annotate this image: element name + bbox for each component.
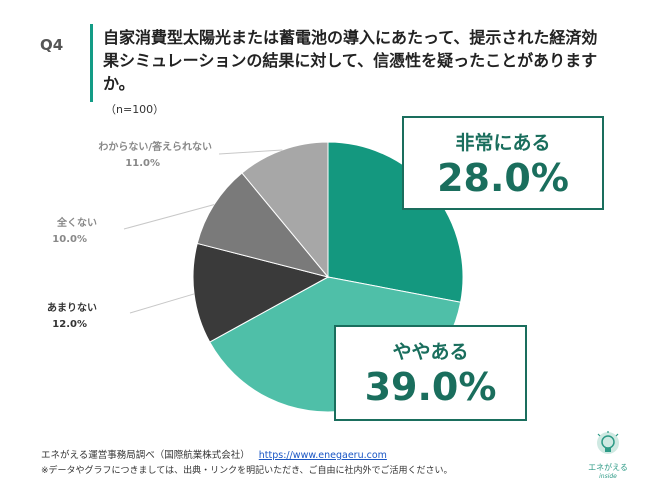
question-text: 自家消費型太陽光または蓄電池の導入にあたって、提示された経済効果シミュレーション…	[103, 28, 598, 93]
usage-note: ※データやグラフにつきましては、出典・リンクを明記いただき、ご自由に社内外でご活…	[41, 466, 453, 476]
pie-slice-not-at-all	[196, 172, 330, 278]
pie-slice-unknown	[241, 141, 329, 279]
callout-very-much: 非常にある 28.0%	[402, 116, 604, 210]
slice-label-not-much: あまりない	[47, 301, 97, 314]
slice-label-not-at-all: 全くない	[56, 216, 97, 229]
slice-value-not-much: 12.0%	[52, 319, 87, 330]
slice-label-unknown: わからない/答えられない	[98, 140, 212, 153]
source-url-link[interactable]: https://www.enegaeru.com	[258, 450, 387, 461]
logo-subtext: inside	[599, 473, 617, 480]
pie-slice-not-much	[192, 242, 330, 343]
slice-value-unknown: 11.0%	[125, 158, 160, 169]
slice-value-not-at-all: 10.0%	[52, 234, 87, 245]
logo-text: エネがえる	[588, 463, 628, 472]
source-line: エネがえる運営事務局調べ（国際航業株式会社） https://www.enega…	[41, 447, 387, 461]
lightbulb-icon	[597, 431, 619, 454]
leader-line-not-much	[129, 293, 195, 314]
callout-somewhat-label: ややある	[392, 341, 469, 363]
callout-very-much-label: 非常にある	[455, 132, 551, 154]
question-number: Q4	[40, 36, 64, 54]
leader-line-unknown	[218, 149, 283, 155]
accent-bar	[90, 24, 93, 102]
enegaeru-logo: エネがえる inside	[584, 431, 632, 481]
leader-line-not-at-all	[123, 204, 215, 230]
sample-size: （n=100）	[105, 103, 165, 116]
callout-somewhat: ややある 39.0%	[334, 325, 527, 421]
pie-chart: わからない/答えられない 11.0% 全くない 10.0% あまりない 12.0%	[47, 140, 464, 413]
source-text: エネがえる運営事務局調べ（国際航業株式会社）	[41, 450, 250, 461]
callout-very-much-value: 28.0%	[437, 156, 569, 200]
callout-somewhat-value: 39.0%	[364, 365, 497, 409]
